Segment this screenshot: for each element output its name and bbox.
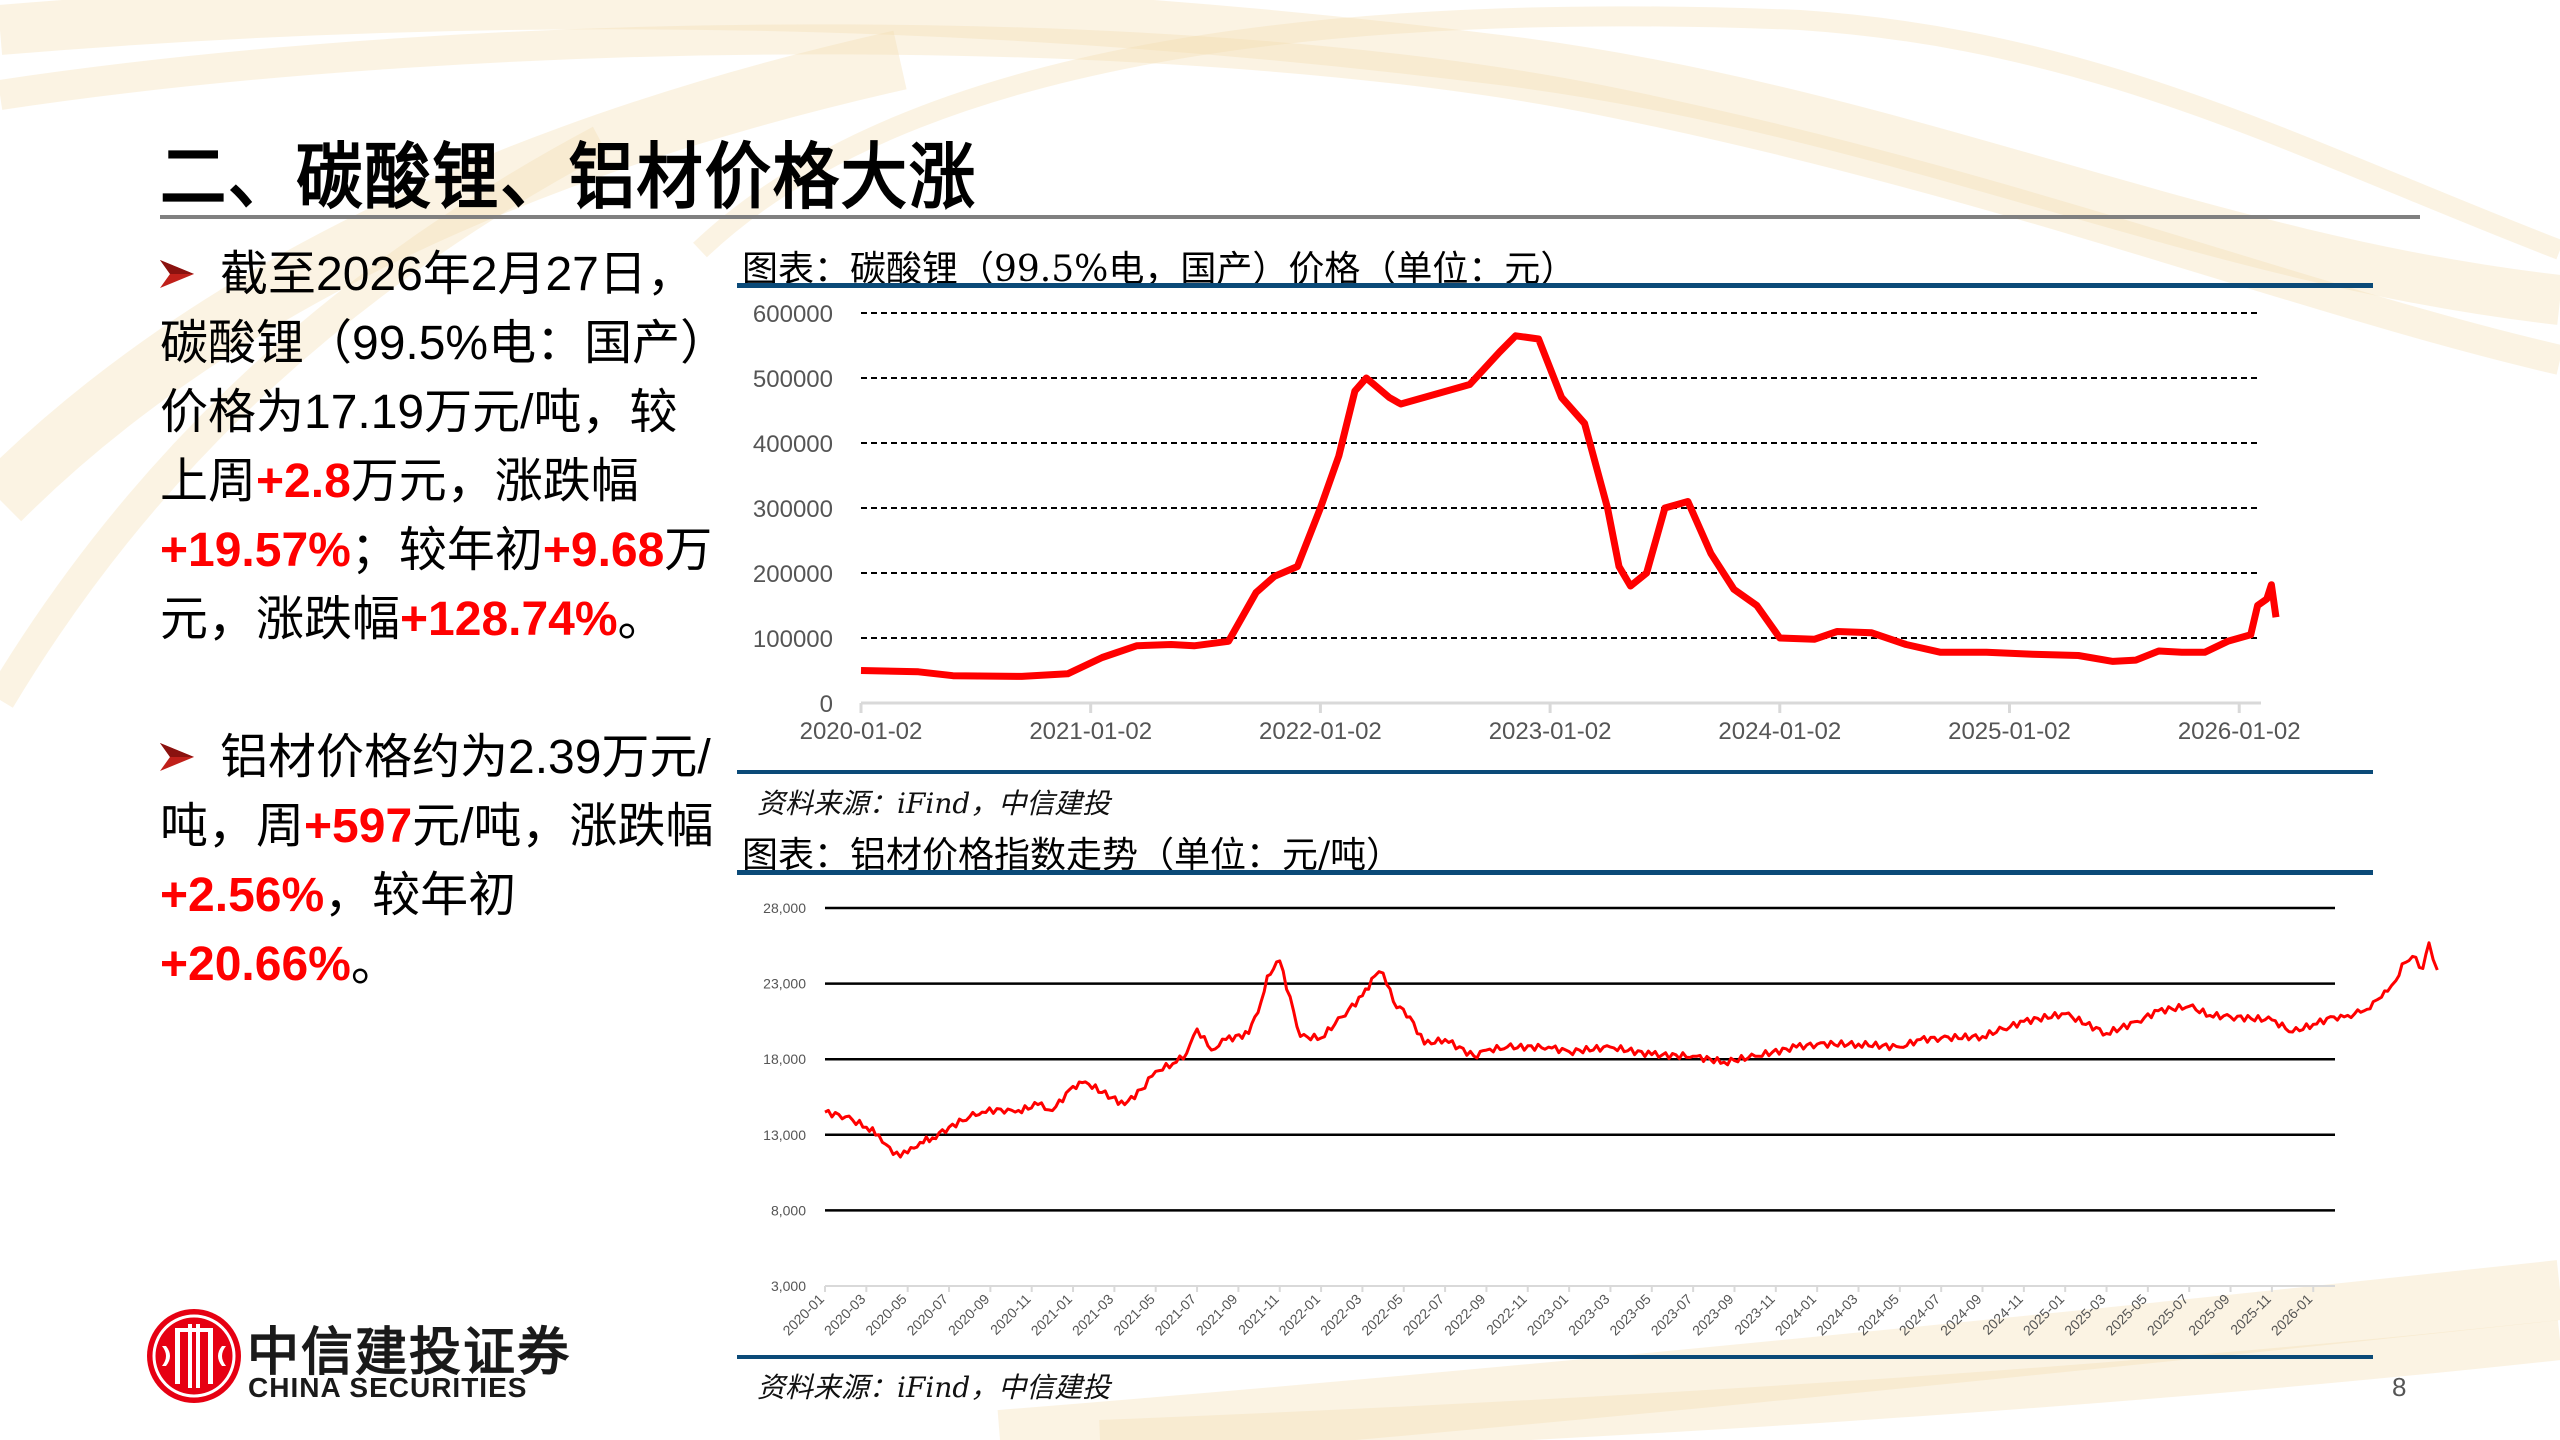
aluminum-gridlines [824,906,2335,1292]
arrowhead-bullet-icon [160,260,194,288]
x-tick-label: 2025-07 [2144,1291,2192,1339]
lithium-gridlines [859,312,2261,713]
aluminum-chart-top-rule [737,870,2373,875]
aluminum-chart-title: 图表：铝材价格指数走势（单位：元/吨） [742,835,1403,876]
citic-logo-icon [147,1309,241,1403]
x-tick-label: 2025-01-02 [1948,718,2071,745]
x-tick-label: 2022-03 [1317,1291,1365,1339]
x-tick-label: 2022-09 [1441,1291,1489,1339]
x-tick-label: 2021-11 [1235,1291,1282,1338]
x-tick-label: 2025-03 [2061,1291,2109,1339]
x-tick-label: 2020-01-02 [800,718,923,745]
x-tick-label: 2022-05 [1358,1291,1406,1339]
x-tick-label: 2024-11 [1979,1291,2026,1338]
lithium-x-axis-labels: 2020-01-02 2021-01-02 2022-01-02 2023-01-02… [800,718,2301,745]
x-tick-label: 2021-07 [1152,1291,1200,1339]
aluminum-chart-source: 资料来源：iFind，中信建投 [757,1371,1111,1404]
x-tick-label: 2023-05 [1606,1291,1654,1339]
y-tick-label: 100000 [753,626,833,653]
aluminum-y-axis-labels: 3,000 8,000 13,000 18,000 23,000 28,000 [763,900,806,1294]
logo-name-cn: 中信建投证券 [247,1322,572,1383]
aluminum-price-line [824,941,2439,1159]
x-tick-label: 2021-03 [1069,1291,1117,1339]
logo-name-en: CHINA SECURITIES [248,1372,528,1403]
x-tick-label: 2023-01-02 [1489,718,1612,745]
x-tick-label: 2022-01 [1276,1291,1324,1339]
x-tick-label: 2020-05 [862,1291,910,1339]
x-tick-label: 2025-11 [2227,1291,2274,1338]
x-tick-label: 2024-05 [1854,1291,1902,1339]
y-tick-label: 28,000 [763,900,806,916]
y-tick-label: 3,000 [771,1278,806,1294]
x-tick-label: 2026-01-02 [2178,718,2301,745]
x-tick-label: 2020-09 [945,1291,993,1339]
x-tick-label: 2023-11 [1731,1291,1778,1338]
x-tick-label: 2020-03 [821,1291,869,1339]
bullet-lithium: 截至2026年2月27日，碳酸锂（99.5%电：国产）价格为17.19万元/吨，… [160,240,720,654]
lithium-price-line [860,332,2280,680]
x-tick-label: 2021-05 [1110,1291,1158,1339]
x-tick-label: 2023-07 [1648,1291,1696,1339]
x-tick-label: 2023-03 [1565,1291,1613,1339]
x-tick-label: 2021-01 [1028,1291,1076,1339]
x-tick-label: 2023-09 [1689,1291,1737,1339]
bullet-text: 铝材价格约为2.39万元/吨，周+597元/吨，涨跌幅+2.56%，较年初+20… [160,731,714,991]
x-tick-label: 2020-11 [987,1291,1034,1338]
x-tick-label: 2022-07 [1400,1291,1448,1339]
arrowhead-bullet-icon [160,743,194,771]
x-tick-label: 2025-05 [2102,1291,2150,1339]
x-tick-label: 2024-01 [1772,1291,1820,1339]
x-tick-label: 2024-09 [1937,1291,1985,1339]
x-tick-label: 2022-01-02 [1259,718,1382,745]
x-tick-label: 2024-03 [1813,1291,1861,1339]
title-divider [160,215,2420,219]
bullet-text: 截至2026年2月27日，碳酸锂（99.5%电：国产）价格为17.19万元/吨，… [160,248,713,646]
x-tick-label: 2020-01 [779,1291,827,1339]
x-tick-label: 2026-01 [2268,1291,2316,1339]
x-tick-label: 2025-09 [2185,1291,2233,1339]
aluminum-chart-bottom-rule [737,1355,2373,1359]
lithium-chart-top-rule [737,283,2373,288]
x-tick-label: 2024-07 [1896,1291,1944,1339]
y-tick-label: 400000 [753,431,833,458]
x-tick-label: 2021-01-02 [1029,718,1152,745]
y-tick-label: 200000 [753,561,833,588]
y-tick-label: 300000 [753,496,833,523]
y-tick-label: 23,000 [763,976,806,992]
page-number: 8 [2392,1372,2407,1402]
lithium-y-axis-labels: 0 100000 200000 300000 400000 500000 600000 [753,301,833,718]
y-tick-label: 0 [820,691,833,718]
aluminum-x-axis-labels: 2020-012020-032020-052020-072020-092020-… [779,1291,2315,1339]
x-tick-label: 2022-11 [1483,1291,1530,1338]
y-tick-label: 13,000 [763,1127,806,1143]
lithium-chart-bottom-rule [737,770,2373,774]
page-title: 二、碳酸锂、铝材价格大涨 [160,135,977,219]
x-tick-label: 2025-01 [2020,1291,2068,1339]
lithium-chart-source: 资料来源：iFind，中信建投 [757,787,1111,820]
x-tick-label: 2024-01-02 [1718,718,1841,745]
y-tick-label: 8,000 [771,1202,806,1218]
x-tick-label: 2023-01 [1524,1291,1572,1339]
x-tick-label: 2021-09 [1193,1291,1241,1339]
company-logo: 中信建投证券 CHINA SECURITIES [140,1300,569,1410]
lithium-price-chart: 0 100000 200000 300000 400000 500000 600000 20… [753,301,2301,745]
y-tick-label: 600000 [753,301,833,328]
y-tick-label: 500000 [753,366,833,393]
bullet-list: 截至2026年2月27日，碳酸锂（99.5%电：国产）价格为17.19万元/吨，… [160,240,720,999]
y-tick-label: 18,000 [763,1051,806,1067]
bullet-aluminum: 铝材价格约为2.39万元/吨，周+597元/吨，涨跌幅+2.56%，较年初+20… [160,723,720,999]
x-tick-label: 2020-07 [903,1291,951,1339]
